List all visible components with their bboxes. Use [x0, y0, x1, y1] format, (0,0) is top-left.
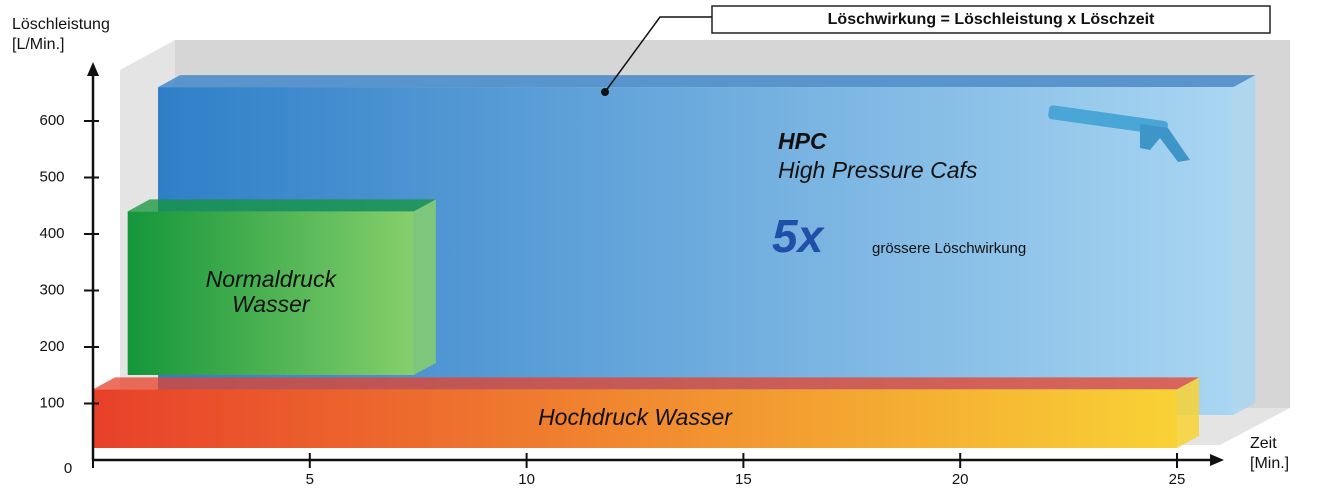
block-top — [93, 377, 1199, 390]
hpc-factor: 5x — [772, 210, 826, 262]
spray-gun — [1048, 105, 1190, 162]
y-axis-arrow — [87, 62, 99, 76]
block-top — [158, 75, 1256, 88]
leader-dot — [601, 88, 609, 96]
y-tick-label: 200 — [39, 338, 64, 355]
x-tick-label: 5 — [306, 471, 314, 488]
hpc-abbr: HPC — [778, 128, 827, 154]
block-top — [127, 199, 436, 212]
block-side — [413, 199, 436, 375]
annotation-box — [711, 5, 1271, 34]
y-tick-label: 100 — [39, 394, 64, 411]
y-tick-label: 300 — [39, 281, 64, 298]
x-tick-label: 25 — [1169, 471, 1186, 488]
y-tick-label: 600 — [39, 112, 64, 129]
y-axis-label: [L/Min.] — [12, 36, 64, 53]
block — [93, 389, 1177, 448]
y-axis-label: Löschleistung — [12, 16, 110, 33]
x-tick-label: 10 — [518, 471, 535, 488]
x-axis-label: Zeit — [1250, 435, 1277, 452]
y-tick-label: 500 — [39, 168, 64, 185]
leader-line — [604, 16, 712, 93]
x-axis-arrow — [1210, 454, 1225, 466]
x-tick-label: 20 — [952, 471, 969, 488]
block-label: Hochdruck Wasser — [538, 404, 733, 430]
origin-label: 0 — [64, 460, 72, 477]
block-side — [1177, 377, 1199, 448]
y-tick-label: 400 — [39, 225, 64, 242]
block — [127, 211, 414, 375]
x-tick-label: 15 — [735, 471, 752, 488]
block-label: Normaldruck — [206, 266, 338, 292]
hpc-full: High Pressure Cafs — [778, 157, 978, 183]
annotation: Löschwirkung = Löschleistung x Löschzeit — [828, 11, 1155, 28]
x-axis-label: [Min.] — [1250, 455, 1289, 472]
hpc-note: grössere Löschwirkung — [872, 240, 1026, 257]
block-label: Wasser — [232, 291, 311, 317]
block-side — [1233, 75, 1256, 415]
